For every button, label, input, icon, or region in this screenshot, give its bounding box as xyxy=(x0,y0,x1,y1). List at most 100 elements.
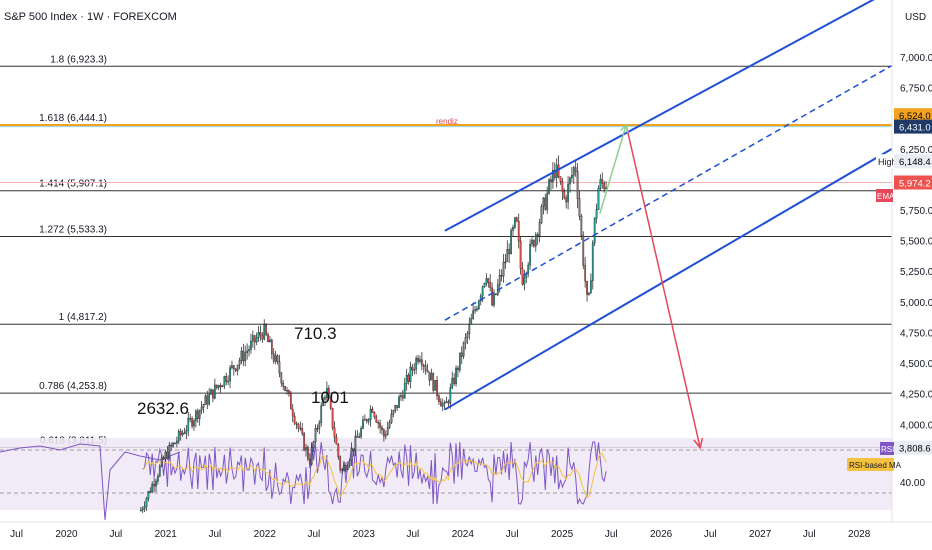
candle xyxy=(229,367,231,382)
candle xyxy=(270,339,273,355)
candle xyxy=(341,469,343,471)
candle xyxy=(206,395,209,405)
candle xyxy=(181,432,184,436)
candle xyxy=(595,209,598,219)
candle xyxy=(474,309,476,311)
candle xyxy=(515,217,518,222)
time-tick-label: Jul xyxy=(506,529,519,540)
candle xyxy=(143,506,146,509)
candle xyxy=(263,324,266,340)
candle xyxy=(426,369,429,373)
candle xyxy=(269,339,271,343)
time-tick-label: 2021 xyxy=(155,529,178,540)
candle xyxy=(345,465,347,470)
candle xyxy=(479,295,482,302)
projection-arrows xyxy=(599,123,704,450)
candle xyxy=(381,427,383,431)
candle xyxy=(601,179,604,184)
candle xyxy=(305,447,307,451)
candle xyxy=(495,293,497,296)
candle xyxy=(508,249,511,255)
candle xyxy=(274,355,277,362)
candle xyxy=(333,427,336,438)
candle xyxy=(195,410,197,422)
candle xyxy=(227,380,230,383)
candle xyxy=(278,361,281,374)
price-tick-label: 6,250.0 xyxy=(900,145,932,156)
candle xyxy=(350,448,353,461)
candle xyxy=(324,397,326,400)
candle xyxy=(439,401,442,407)
candle xyxy=(297,424,300,429)
annotation-2632: 2632.6 xyxy=(137,399,189,418)
candle xyxy=(312,441,315,448)
rsi-line xyxy=(142,441,607,505)
candle xyxy=(242,350,245,362)
candle xyxy=(185,430,188,434)
candle xyxy=(591,242,594,281)
candle xyxy=(286,390,288,392)
time-tick-label: Jul xyxy=(208,529,221,540)
candle xyxy=(193,420,195,427)
candle xyxy=(390,413,393,423)
time-tick-label: Jul xyxy=(109,529,122,540)
candle xyxy=(303,433,305,451)
candle xyxy=(443,402,446,404)
candle xyxy=(468,323,471,334)
price-tag-name-bg xyxy=(876,154,893,169)
candle xyxy=(272,353,275,362)
candle xyxy=(139,509,142,512)
candle xyxy=(460,352,463,357)
candle xyxy=(231,365,233,368)
candle xyxy=(485,278,488,284)
candle xyxy=(599,179,602,189)
candle xyxy=(358,436,361,439)
candle xyxy=(383,429,385,437)
candle xyxy=(603,183,606,190)
candle xyxy=(164,451,167,460)
candle xyxy=(187,417,190,431)
candle xyxy=(202,404,205,408)
fib-label: 1 (4,817.2) xyxy=(59,312,107,323)
price-tick-label: 4,500.0 xyxy=(900,359,932,370)
candle xyxy=(420,359,423,366)
candle xyxy=(403,383,406,399)
candle xyxy=(204,395,207,405)
candle xyxy=(219,385,222,388)
time-tick-label: 2027 xyxy=(749,529,772,540)
candle xyxy=(529,244,531,266)
time-tick-label: Jul xyxy=(307,529,320,540)
rsi-line-early xyxy=(0,443,181,521)
fib-levels: 1.8 (6,923.3) 1.618 (6,444.1) 1.414 (5,907… xyxy=(0,54,892,448)
time-tick-label: 2023 xyxy=(353,529,376,540)
projection-up-line xyxy=(599,124,627,214)
candle xyxy=(534,234,537,247)
channel-upper xyxy=(444,0,875,232)
price-tick-label: 4,250.0 xyxy=(900,390,932,401)
candle xyxy=(170,444,173,447)
candle xyxy=(394,405,397,411)
candle xyxy=(176,440,178,444)
price-tag: 3,808.6 xyxy=(899,444,931,455)
projection-down-line xyxy=(625,124,701,448)
candle xyxy=(457,367,459,371)
candle xyxy=(517,220,520,242)
price-tick-label: 5,000.0 xyxy=(900,298,932,309)
fib-label: 1.272 (5,533.3) xyxy=(39,225,107,236)
candle xyxy=(276,355,279,363)
candle xyxy=(512,227,514,231)
candle xyxy=(295,422,298,425)
candle xyxy=(544,197,547,210)
candle xyxy=(318,422,321,429)
candle xyxy=(326,388,328,398)
candle xyxy=(215,384,218,388)
candle xyxy=(160,457,163,467)
candle xyxy=(470,318,473,325)
fib-label: 0.786 (4,253.8) xyxy=(39,381,107,392)
annotation-1001: 1001 xyxy=(311,388,349,407)
candle xyxy=(405,374,408,384)
candle xyxy=(533,240,535,247)
price-tick-label: 4,000.0 xyxy=(900,420,932,431)
candle xyxy=(502,262,505,277)
